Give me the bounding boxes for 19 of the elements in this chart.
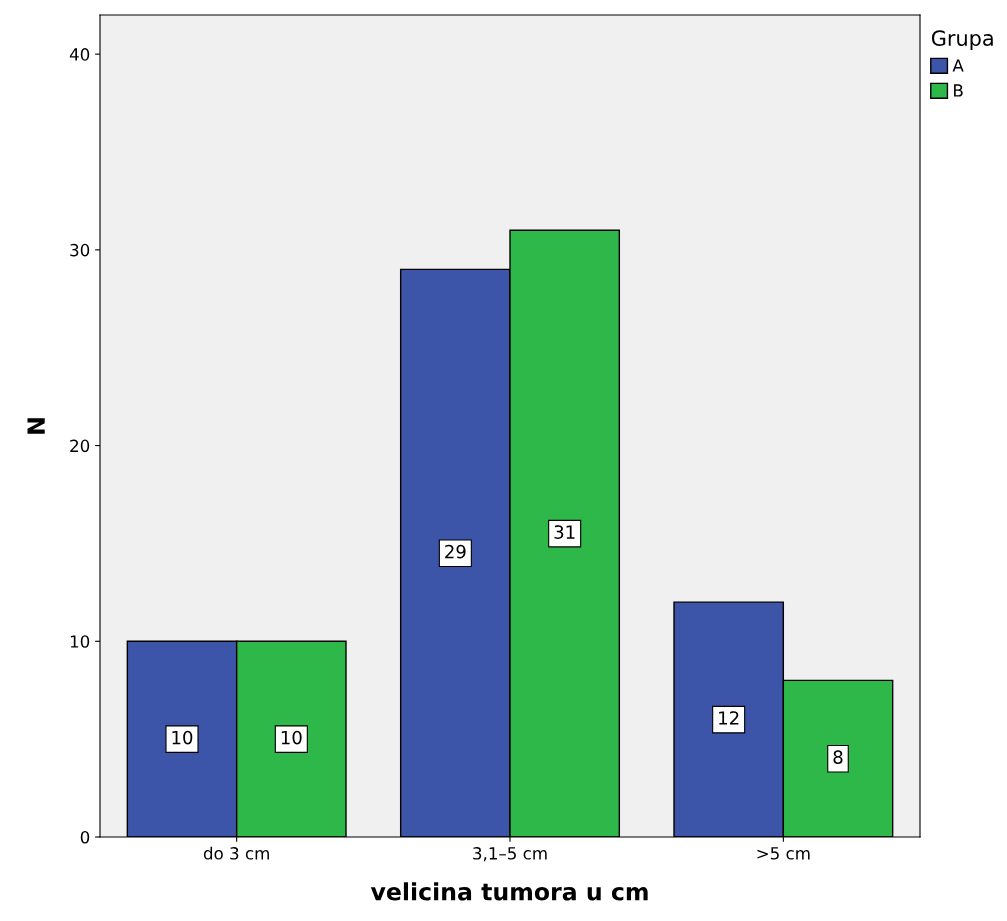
x-axis-title: velicina tumora u cm [370,882,648,901]
y-tick-label: 30 [70,243,90,257]
legend-label: A [952,59,964,72]
x-tick-label: 3,1–5 cm [473,847,547,862]
legend-label: B [954,84,963,97]
y-tick-label: 10 [70,635,90,648]
data-label: 10 [281,730,302,745]
y-tick-label: 0 [80,830,90,844]
data-label: 8 [833,750,843,764]
x-tick-label: do 3 cm [203,846,269,860]
x-tick-label: >5 cm [757,847,810,860]
y-tick-label: 20 [70,439,90,453]
y-tick-label: 40 [69,48,90,61]
data-label: 29 [445,544,466,559]
data-label: 12 [719,711,739,725]
data-label: 10 [172,730,193,745]
y-axis-title: N [27,418,45,434]
data-label: 31 [554,525,575,539]
legend-title: Grupa [931,30,993,51]
